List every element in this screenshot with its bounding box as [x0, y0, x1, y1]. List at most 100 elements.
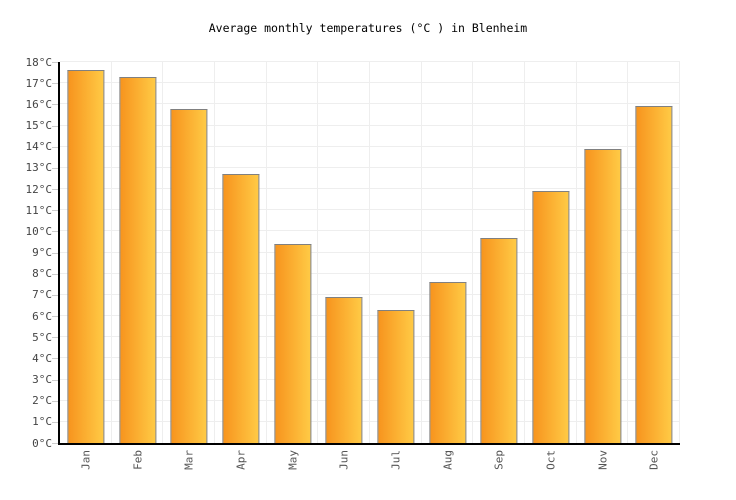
month-slot: May	[267, 62, 319, 470]
month-slot: Oct	[525, 62, 577, 470]
vertical-gridline	[265, 62, 267, 443]
temperature-bar[interactable]	[532, 191, 570, 443]
vertical-gridline	[575, 62, 577, 443]
x-axis-label: Jul	[389, 450, 403, 470]
bar-slots: Jan Feb Mar Apr May Jun Jul Aug Sep Oct Nov Dec	[60, 62, 680, 470]
y-axis-label: 10°C	[25, 224, 53, 238]
horizontal-gridline	[60, 251, 680, 253]
y-axis-tick	[52, 316, 58, 318]
month-slot: Nov	[577, 62, 629, 470]
temperature-bar[interactable]	[480, 237, 518, 443]
horizontal-gridline	[60, 293, 680, 295]
y-axis-label: 8°C	[32, 267, 52, 281]
month-slot: Aug	[422, 62, 474, 470]
y-axis-label: 11°C	[25, 203, 53, 217]
vertical-gridline	[524, 62, 525, 443]
y-axis-label: 18°C	[25, 55, 53, 69]
horizontal-gridline	[60, 124, 680, 126]
horizontal-gridline	[60, 357, 680, 359]
y-axis-tick	[52, 83, 58, 85]
y-axis-tick	[52, 400, 58, 402]
month-slot: Apr	[215, 62, 267, 470]
temperature-bar[interactable]	[377, 309, 415, 443]
y-axis-label: 13°C	[25, 161, 53, 175]
y-axis-label: 6°C	[32, 309, 52, 323]
horizontal-gridline	[60, 378, 680, 380]
x-axis-label: Apr	[234, 450, 248, 470]
plot-area: Jan Feb Mar Apr May Jun Jul Aug Sep Oct Nov Dec	[52, 61, 680, 470]
x-axis-label: Dec	[647, 450, 661, 470]
x-axis-label: Nov	[596, 450, 610, 470]
y-axis-tick	[52, 231, 58, 233]
x-axis-label: Oct	[544, 450, 558, 470]
vertical-gridline	[162, 62, 164, 443]
horizontal-gridline	[60, 145, 680, 147]
horizontal-gridline	[60, 61, 680, 62]
horizontal-gridline	[60, 103, 680, 105]
y-axis-label: 15°C	[25, 119, 53, 132]
horizontal-gridline	[60, 272, 680, 274]
y-axis-tick	[52, 125, 58, 127]
x-axis-label: Aug	[441, 450, 455, 470]
month-slot: Jun	[318, 62, 370, 470]
vertical-gridline	[627, 62, 629, 443]
vertical-gridline	[214, 62, 215, 443]
y-axis-labels: 0°C 1°C 2°C 3°C 4°C 5°C 6°C 7°C 8°C 9°C 10°C 11°C 12…	[0, 0, 53, 500]
horizontal-gridline	[60, 399, 680, 401]
horizontal-gridline	[60, 420, 680, 422]
x-axis-label: Sep	[492, 450, 506, 470]
y-axis-label: 0°C	[32, 436, 52, 450]
chart-title: Average monthly temperatures (°C ) in Bl…	[208, 21, 528, 35]
temperature-bar[interactable]	[583, 148, 622, 443]
y-axis-tick	[52, 443, 58, 444]
y-axis-label: 1°C	[32, 415, 52, 429]
temperature-bar[interactable]	[118, 76, 157, 443]
y-axis-label: 14°C	[25, 140, 53, 154]
vertical-gridline	[679, 62, 680, 443]
temperature-bar[interactable]	[635, 106, 673, 443]
y-axis-label: 16°C	[25, 97, 53, 111]
vertical-gridline	[472, 62, 474, 443]
x-axis-label: Feb	[131, 450, 144, 470]
temperature-bar[interactable]	[428, 282, 467, 443]
temperature-bar[interactable]	[67, 70, 105, 443]
temperature-bar[interactable]	[325, 296, 363, 443]
month-slot: Sep	[473, 62, 525, 470]
horizontal-gridline	[60, 230, 680, 232]
x-axis-label: May	[286, 450, 300, 470]
y-axis-tick	[52, 294, 58, 296]
y-axis-label: 17°C	[25, 76, 53, 90]
y-axis-label: 2°C	[32, 394, 52, 408]
y-axis-label: 7°C	[32, 288, 52, 302]
y-axis-tick	[52, 337, 58, 339]
y-axis-label: 4°C	[32, 351, 52, 365]
x-axis-label: Jun	[337, 450, 351, 470]
y-axis-tick	[52, 252, 58, 254]
horizontal-gridline	[60, 188, 680, 189]
temperature-bar[interactable]	[273, 244, 312, 443]
month-slot: Dec	[628, 62, 680, 470]
y-axis-tick	[52, 146, 58, 148]
vertical-gridline	[110, 62, 112, 443]
month-slot: Jul	[370, 62, 422, 470]
temperature-bar[interactable]	[170, 108, 208, 443]
y-axis-tick	[52, 358, 58, 360]
temperature-bar[interactable]	[222, 174, 260, 443]
horizontal-gridline	[60, 166, 680, 168]
month-slot: Feb	[112, 62, 164, 470]
y-axis-label: 9°C	[32, 246, 52, 259]
y-axis-label: 12°C	[25, 182, 53, 196]
y-axis-tick	[52, 189, 58, 191]
month-slot: Mar	[163, 62, 215, 470]
y-axis-tick	[52, 379, 58, 381]
vertical-gridline	[420, 62, 422, 443]
vertical-gridline	[317, 62, 319, 443]
horizontal-gridline	[60, 209, 680, 211]
y-axis-tick	[52, 167, 58, 169]
month-slot: Jan	[60, 62, 112, 470]
y-axis-tick	[52, 273, 58, 275]
y-axis-tick	[52, 62, 58, 63]
y-axis-tick	[52, 104, 58, 106]
y-axis-tick	[52, 421, 58, 423]
